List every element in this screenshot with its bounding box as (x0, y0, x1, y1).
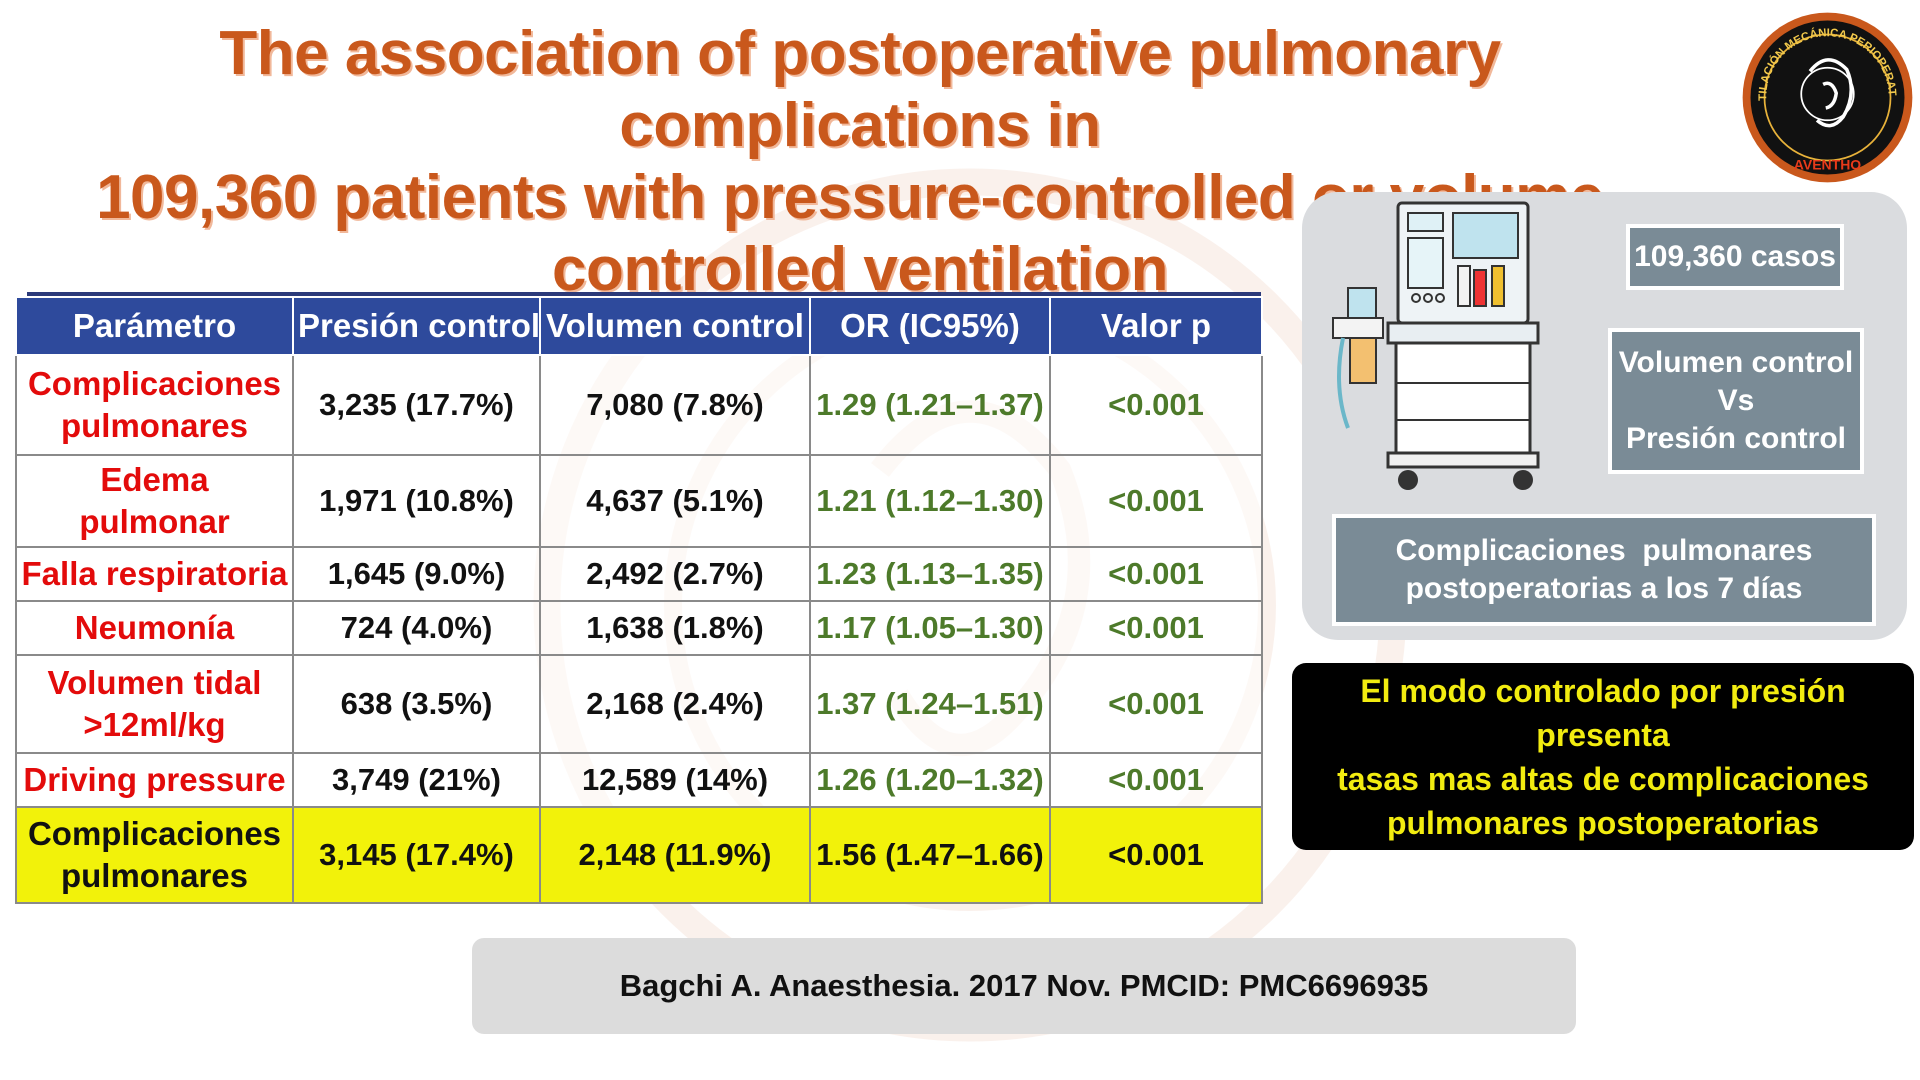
param-line: pulmonares (60, 407, 249, 444)
results-table: Parámetro Presión control Volumen contro… (15, 296, 1263, 904)
cell-presion: 3,235 (17.7%) (292, 354, 541, 456)
anesthesia-machine-icon (1332, 201, 1540, 490)
cell-volumen: 2,148 (11.9%) (539, 806, 811, 904)
cell-or: 1.23 (1.13–1.35) (809, 546, 1051, 602)
aventho-logo: VENTILACIÓN MECÁNICA PERIOPERATORIA AVEN… (1740, 10, 1913, 183)
conclusion-line: pulmonares postoperatorias (1386, 804, 1820, 841)
param-line: Complicaciones (27, 365, 282, 402)
row-parameter: Edema pulmonar (15, 454, 294, 548)
cell-volumen: 2,492 (2.7%) (539, 546, 811, 602)
param-line: Edema pulmonar (79, 461, 230, 540)
cell-presion: 1,971 (10.8%) (292, 454, 541, 548)
comparison-line: Volumen control (1618, 346, 1854, 379)
cell-presion: 3,749 (21%) (292, 752, 541, 808)
param-line: Neumonía (74, 609, 235, 646)
cell-p: <0.001 (1049, 454, 1263, 548)
cell-p: <0.001 (1049, 354, 1263, 456)
header-valor-p: Valor p (1049, 296, 1263, 356)
outcome-line: Complicaciones pulmonares (1395, 534, 1813, 567)
cases-box: 109,360 casos (1626, 224, 1844, 290)
param-line: pulmonares (60, 857, 249, 894)
cell-volumen: 7,080 (7.8%) (539, 354, 811, 456)
table-row: Volumen tidal >12ml/kg 638 (3.5%) 2,168 (… (15, 654, 1263, 754)
row-parameter: Complicaciones pulmonares (15, 354, 294, 456)
reference-text: Bagchi A. Anaesthesia. 2017 Nov. PMCID: … (619, 968, 1429, 1003)
cell-or: 1.26 (1.20–1.32) (809, 752, 1051, 808)
cell-presion: 1,645 (9.0%) (292, 546, 541, 602)
cell-presion: 638 (3.5%) (292, 654, 541, 754)
param-line: Volumen tidal (47, 664, 262, 701)
cases-label: 109,360 casos (1634, 240, 1836, 273)
results-table-container: Parámetro Presión control Volumen contro… (15, 292, 1263, 904)
header-or: OR (IC95%) (809, 296, 1051, 356)
cell-or: 1.17 (1.05–1.30) (809, 600, 1051, 656)
cell-p: <0.001 (1049, 806, 1263, 904)
table-row: Neumonía 724 (4.0%) 1,638 (1.8%) 1.17 (1… (15, 600, 1263, 656)
row-parameter: Volumen tidal >12ml/kg (15, 654, 294, 754)
param-line: >12ml/kg (83, 706, 226, 743)
table-row-highlighted: Complicaciones pulmonares 3,145 (17.4%) 2… (15, 806, 1263, 904)
ventilator-mask-logo-icon (1800, 58, 1855, 128)
table-header-row: Parámetro Presión control Volumen contro… (15, 296, 1263, 356)
header-presion-control: Presión control (292, 296, 541, 356)
conclusion-box: El modo controlado por presión presenta … (1292, 663, 1914, 850)
param-line: Driving pressure (23, 761, 286, 798)
table-row: Complicaciones pulmonares 3,235 (17.7%) 7… (15, 354, 1263, 456)
row-parameter: Driving pressure (15, 752, 294, 808)
cell-or: 1.37 (1.24–1.51) (809, 654, 1051, 754)
param-line: Complicaciones (27, 815, 282, 852)
outcome-line: postoperatorias a los 7 días (1405, 572, 1803, 605)
table-row: Driving pressure 3,749 (21%) 12,589 (14%… (15, 752, 1263, 808)
table-top-border (27, 292, 1261, 296)
cell-volumen: 1,638 (1.8%) (539, 600, 811, 656)
param-line: Falla respiratoria (21, 555, 288, 592)
cell-or: 1.21 (1.12–1.30) (809, 454, 1051, 548)
title-line: The association of postoperative pulmona… (219, 19, 1501, 160)
table-row: Edema pulmonar 1,971 (10.8%) 4,637 (5.1%… (15, 454, 1263, 548)
cell-volumen: 2,168 (2.4%) (539, 654, 811, 754)
cell-volumen: 4,637 (5.1%) (539, 454, 811, 548)
row-parameter: Falla respiratoria (15, 546, 294, 602)
cell-p: <0.001 (1049, 752, 1263, 808)
row-parameter: Complicaciones pulmonares (15, 806, 294, 904)
header-volumen-control: Volumen control (539, 296, 811, 356)
logo-brand: AVENTHO (1794, 156, 1862, 172)
outcome-box: Complicaciones pulmonares postoperatoria… (1332, 514, 1876, 626)
header-parametro: Parámetro (15, 296, 294, 356)
comparison-line: Vs (1717, 384, 1755, 417)
cell-p: <0.001 (1049, 600, 1263, 656)
cell-presion: 3,145 (17.4%) (292, 806, 541, 904)
cell-or: 1.56 (1.47–1.66) (809, 806, 1051, 904)
conclusion-line: tasas mas altas de complicaciones (1337, 760, 1869, 797)
cell-p: <0.001 (1049, 546, 1263, 602)
cell-presion: 724 (4.0%) (292, 600, 541, 656)
reference-citation: Bagchi A. Anaesthesia. 2017 Nov. PMCID: … (472, 938, 1576, 1034)
comparison-box: Volumen control Vs Presión control (1608, 328, 1864, 474)
cell-or: 1.29 (1.21–1.37) (809, 354, 1051, 456)
table-row: Falla respiratoria 1,645 (9.0%) 2,492 (2… (15, 546, 1263, 602)
cell-volumen: 12,589 (14%) (539, 752, 811, 808)
comparison-line: Presión control (1625, 422, 1847, 455)
row-parameter: Neumonía (15, 600, 294, 656)
conclusion-line: El modo controlado por presión presenta (1360, 672, 1846, 753)
cell-p: <0.001 (1049, 654, 1263, 754)
